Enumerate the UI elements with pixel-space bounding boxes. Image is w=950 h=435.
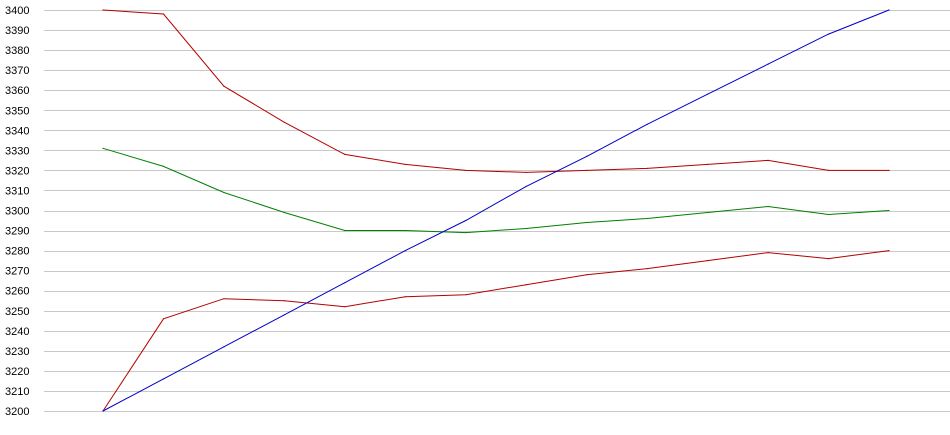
series-4-point bbox=[283, 314, 285, 316]
series-2-point bbox=[223, 191, 225, 194]
series-layer bbox=[102, 9, 890, 412]
series-2-point bbox=[162, 165, 165, 167]
y-tick-label: 3350 bbox=[5, 105, 29, 117]
series-3 bbox=[102, 250, 890, 412]
y-tick-label: 3390 bbox=[5, 25, 29, 37]
y-tick-label: 3200 bbox=[5, 406, 29, 418]
series-4 bbox=[102, 9, 890, 412]
series-2-point bbox=[827, 213, 830, 216]
series-1-point bbox=[344, 153, 346, 155]
series-3-point bbox=[162, 318, 165, 320]
series-4-point bbox=[344, 282, 346, 284]
y-tick-label: 3310 bbox=[5, 185, 29, 197]
series-1 bbox=[102, 9, 890, 173]
series-2-point bbox=[707, 211, 709, 214]
series-4-point bbox=[223, 346, 225, 348]
series-2-point bbox=[404, 229, 406, 232]
series-4-point bbox=[767, 63, 769, 65]
y-tick-label: 3280 bbox=[5, 246, 29, 258]
series-2-point bbox=[465, 232, 467, 234]
series-1-point bbox=[283, 121, 285, 123]
series-2-point bbox=[888, 209, 890, 212]
series-4-line bbox=[102, 9, 890, 412]
series-3-point bbox=[223, 298, 225, 300]
series-4-point bbox=[465, 219, 467, 222]
series-1-point bbox=[586, 169, 588, 171]
series-4-point bbox=[525, 185, 527, 187]
grid-layer bbox=[44, 10, 950, 412]
y-tick-label: 3300 bbox=[5, 206, 29, 218]
series-3-point bbox=[344, 306, 346, 308]
y-tick-label: 3230 bbox=[5, 346, 29, 358]
series-1-point bbox=[102, 9, 104, 11]
series-4-point bbox=[102, 410, 104, 412]
series-2-point bbox=[344, 229, 346, 232]
y-tick-label: 3340 bbox=[5, 125, 29, 137]
y-tick-label: 3400 bbox=[5, 5, 29, 17]
series-3-point bbox=[465, 294, 467, 296]
y-tick-label: 3240 bbox=[5, 326, 29, 338]
series-4-point bbox=[586, 155, 588, 157]
series-3-point bbox=[525, 284, 527, 286]
series-1-point bbox=[646, 167, 648, 169]
y-tick-label: 3320 bbox=[5, 165, 29, 177]
series-2-point bbox=[525, 227, 527, 230]
series-2-point bbox=[767, 205, 769, 208]
series-3-point bbox=[707, 260, 709, 262]
series-3-point bbox=[404, 296, 406, 298]
series-1-point bbox=[223, 85, 225, 87]
series-4-point bbox=[827, 33, 830, 35]
y-tick-label: 3210 bbox=[5, 386, 29, 398]
y-tick-label: 3250 bbox=[5, 306, 29, 318]
series-2 bbox=[102, 147, 890, 234]
series-1-point bbox=[162, 13, 165, 15]
y-tick-label: 3360 bbox=[5, 85, 29, 97]
series-1-point bbox=[888, 169, 890, 171]
series-3-point bbox=[827, 258, 830, 260]
series-3-point bbox=[283, 300, 285, 302]
series-2-point bbox=[646, 217, 648, 220]
series-4-point bbox=[646, 123, 648, 125]
series-1-point bbox=[404, 163, 406, 165]
series-4-point bbox=[888, 9, 890, 11]
series-3-point bbox=[646, 268, 648, 270]
y-axis-ticks: 3400 3390 3380 3370 3360 3350 3340 3330 3320 3310… bbox=[5, 5, 29, 418]
series-4-point bbox=[707, 93, 709, 95]
y-tick-label: 3330 bbox=[5, 145, 29, 157]
series-2-point bbox=[586, 221, 588, 224]
series-1-point bbox=[827, 169, 830, 171]
series-1-point bbox=[525, 171, 527, 173]
y-tick-label: 3370 bbox=[5, 65, 29, 77]
series-2-point bbox=[102, 147, 104, 149]
series-2-line bbox=[102, 147, 890, 234]
series-3-point bbox=[586, 274, 588, 276]
y-tick-label: 3260 bbox=[5, 286, 29, 298]
series-1-point bbox=[465, 169, 467, 171]
series-4-point bbox=[162, 378, 165, 380]
series-3-line bbox=[102, 250, 890, 412]
y-tick-label: 3220 bbox=[5, 366, 29, 378]
y-tick-label: 3290 bbox=[5, 226, 29, 238]
y-tick-label: 3270 bbox=[5, 266, 29, 278]
series-1-line bbox=[102, 9, 889, 173]
series-4-point bbox=[404, 250, 406, 252]
series-3-point bbox=[767, 252, 769, 254]
y-tick-label: 3380 bbox=[5, 45, 29, 57]
series-1-point bbox=[767, 159, 769, 161]
series-2-point bbox=[283, 211, 285, 214]
series-3-point bbox=[888, 250, 890, 252]
series-1-point bbox=[707, 163, 709, 165]
